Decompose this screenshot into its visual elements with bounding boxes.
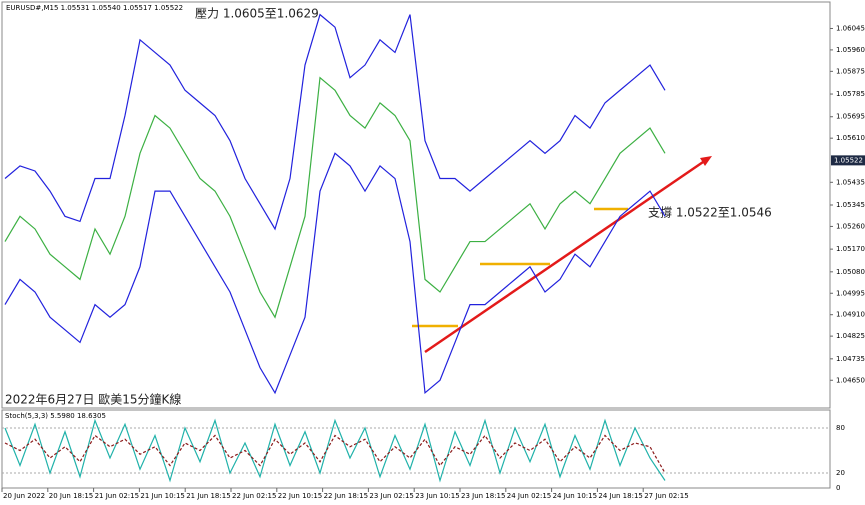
y-tick-label: 1.04735 <box>836 355 865 363</box>
y-tick-label: 20 <box>836 469 845 477</box>
y-tick-label: 1.04995 <box>836 289 865 297</box>
stoch-header: Stoch(5,3,3) 5.5980 18.6305 <box>5 412 106 420</box>
x-tick-label: 23 Jun 02:15 <box>369 492 413 500</box>
y-tick-label: 1.04825 <box>836 332 865 340</box>
x-tick-label: 27 Jun 02:15 <box>644 492 688 500</box>
series-line <box>4 76 666 319</box>
series-line <box>4 434 666 474</box>
y-tick-label: 1.05610 <box>836 134 865 142</box>
x-tick-label: 21 Jun 18:15 <box>186 492 230 500</box>
x-tick-label: 24 Jun 02:15 <box>507 492 551 500</box>
y-tick-label: 1.06045 <box>836 24 865 32</box>
series-line <box>4 13 666 231</box>
y-tick-label: 1.05695 <box>836 113 865 121</box>
stoch-panel <box>1 409 831 489</box>
x-tick-label: 23 Jun 18:15 <box>461 492 505 500</box>
x-tick-label: 21 Jun 10:15 <box>140 492 184 500</box>
x-tick-label: 22 Jun 02:15 <box>232 492 276 500</box>
last-price-box <box>831 155 865 166</box>
annotation: 壓力 1.0605至1.0629 <box>195 7 319 21</box>
x-tick-label: 21 Jun 02:15 <box>95 492 139 500</box>
x-tick-label: 20 Jun 18:15 <box>49 492 93 500</box>
trend-arrow <box>700 156 712 166</box>
header: EURUSD#,M15 1.05531 1.05540 1.05517 1.05… <box>6 4 183 12</box>
y-tick-label: 1.05260 <box>836 222 865 230</box>
y-tick-label: 1.05960 <box>836 46 865 54</box>
x-tick-label: 24 Jun 10:15 <box>553 492 597 500</box>
y-tick-label: 80 <box>836 424 845 432</box>
x-tick-label: 22 Jun 10:15 <box>278 492 322 500</box>
last-price-label: 1.05522 <box>834 156 863 164</box>
y-tick-label: 1.05785 <box>836 90 865 98</box>
series-line <box>4 152 666 395</box>
y-tick-label: 1.05875 <box>836 67 865 75</box>
y-tick-label: 1.05170 <box>836 245 865 253</box>
annotation: 2022年6月27日 歐美15分鐘K線 <box>5 392 181 407</box>
x-tick-label: 23 Jun 10:15 <box>415 492 459 500</box>
y-tick-label: 1.05435 <box>836 178 865 186</box>
trend-line <box>424 158 707 354</box>
y-tick-label: 1.05080 <box>836 268 865 276</box>
series-line <box>4 418 666 483</box>
x-tick-label: 20 Jun 2022 <box>3 492 45 500</box>
x-tick-label: 24 Jun 18:15 <box>598 492 642 500</box>
annotation: 支撐 1.0522至1.0546 <box>648 206 772 220</box>
x-tick-label: 22 Jun 18:15 <box>324 492 368 500</box>
y-tick-label: 1.04910 <box>836 311 865 319</box>
y-tick-label: 1.05345 <box>836 201 865 209</box>
y-tick-label: 0 <box>836 484 840 492</box>
y-tick-label: 1.04650 <box>836 376 865 384</box>
